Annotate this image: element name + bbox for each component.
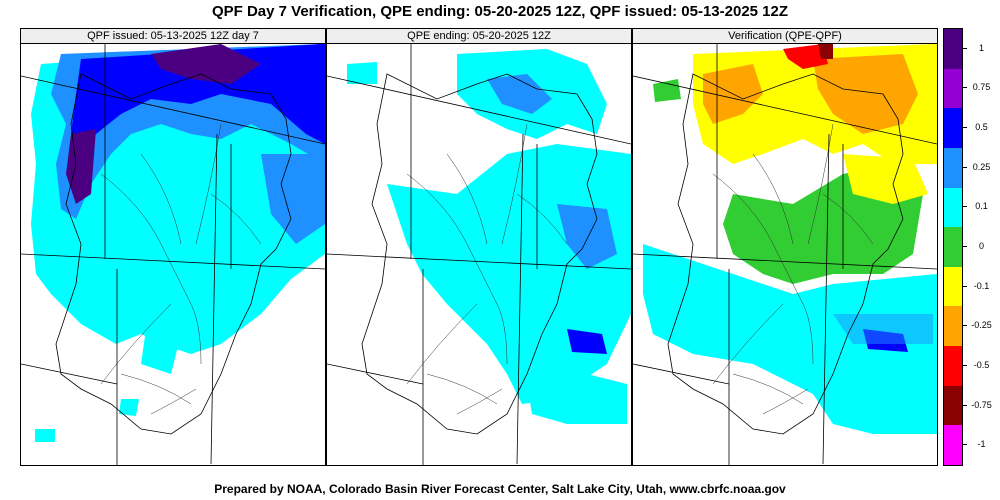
colorbar-tick bbox=[963, 364, 967, 366]
basin-boundary bbox=[55, 73, 292, 435]
colorbar-tick bbox=[963, 285, 967, 287]
colorbar-tick-label: 0.75 bbox=[972, 82, 991, 93]
colorbar-tick-label: 1 bbox=[978, 42, 984, 53]
footer-credit: Prepared by NOAA, Colorado Basin River F… bbox=[214, 482, 786, 496]
state-boundaries bbox=[327, 44, 631, 465]
colorbar-tick bbox=[963, 246, 967, 247]
colorbar-tick bbox=[963, 47, 967, 49]
basin-boundary bbox=[361, 73, 598, 435]
verification-negative-orange-north bbox=[813, 54, 918, 134]
qpf-heavy-precip-west bbox=[66, 129, 96, 204]
qpf-panel-header: QPF issued: 05-13-2025 12Z day 7 bbox=[21, 29, 325, 44]
qpf-moderate-precip-east bbox=[261, 154, 325, 244]
qpf-light-precip-area-edge bbox=[35, 429, 55, 442]
basin-boundary bbox=[667, 73, 904, 435]
state-boundaries bbox=[21, 44, 325, 465]
verification-map-panel: Verification (QPE-QPF) bbox=[632, 28, 938, 466]
colorbar-swatch bbox=[944, 425, 962, 465]
colorbar-tick-label: -0.75 bbox=[971, 399, 992, 410]
colorbar-swatch bbox=[944, 346, 962, 386]
colorbar-tick bbox=[963, 206, 967, 208]
verification-green-northwest bbox=[653, 79, 681, 102]
qpf-map-panel: QPF issued: 05-13-2025 12Z day 7 bbox=[20, 28, 326, 466]
colorbar-swatch bbox=[944, 187, 962, 228]
qpe-heavy-south bbox=[567, 329, 607, 354]
state-boundaries bbox=[633, 44, 937, 465]
qpe-precip-south bbox=[527, 374, 627, 424]
colorbar-tick-label: 0 bbox=[978, 241, 984, 251]
qpf-heavy-precip-core bbox=[151, 44, 261, 84]
colorbar-swatch bbox=[944, 266, 962, 307]
qpf-light-precip-area-far-south bbox=[119, 399, 139, 416]
river-network bbox=[712, 123, 874, 415]
colorbar-swatch bbox=[944, 68, 962, 109]
verification-strong-negative bbox=[783, 44, 828, 69]
colorbar-swatch bbox=[944, 108, 962, 148]
verification-panel-header: Verification (QPE-QPF) bbox=[633, 29, 937, 44]
colorbar-tick-label: -1 bbox=[977, 439, 986, 450]
qpe-moderate-east bbox=[557, 204, 617, 269]
colorbar-tick bbox=[963, 444, 967, 446]
colorbar-tick bbox=[963, 127, 967, 129]
colorbar-tick-label: -0.25 bbox=[971, 320, 992, 331]
qpe-map-panel: QPE ending: 05-20-2025 12Z bbox=[326, 28, 632, 466]
qpe-moderate-north bbox=[487, 74, 552, 114]
colorbar-tick bbox=[963, 87, 967, 89]
colorbar-tick bbox=[963, 325, 967, 327]
colorbar-tick-label: 0.25 bbox=[972, 161, 991, 172]
verification-positive-lightblue bbox=[833, 314, 933, 344]
colorbar-swatch bbox=[944, 306, 962, 347]
qpe-map bbox=[327, 44, 631, 465]
colorbar-tick-labels: 1 0.75 0.5 0.25 0.1 0 -0.1 -0.25 -0.5 -0.75 -1 bbox=[963, 28, 1000, 466]
colorbar-tick bbox=[963, 404, 967, 406]
verification-strong-negative-core bbox=[818, 44, 833, 59]
colorbar-swatch bbox=[944, 227, 962, 267]
qpf-heavy-precip-area bbox=[71, 44, 325, 164]
qpe-precip-northwest bbox=[347, 62, 377, 84]
colorbar bbox=[943, 28, 963, 466]
colorbar-tick-label: 0.1 bbox=[975, 201, 988, 212]
colorbar-tick-label: 0.5 bbox=[975, 122, 988, 133]
qpe-precip-central bbox=[387, 144, 631, 404]
verification-map bbox=[633, 44, 937, 465]
colorbar-tick bbox=[963, 166, 967, 168]
river-network bbox=[100, 123, 262, 415]
colorbar-tick-label: -0.5 bbox=[973, 359, 990, 370]
chart-title: QPF Day 7 Verification, QPE ending: 05-2… bbox=[211, 3, 789, 20]
qpf-map bbox=[21, 44, 325, 465]
qpf-light-precip-area-south bbox=[141, 329, 181, 374]
qpe-panel-header: QPE ending: 05-20-2025 12Z bbox=[327, 29, 631, 44]
colorbar-tick-label: -0.1 bbox=[973, 280, 990, 291]
river-network bbox=[406, 123, 568, 415]
colorbar-swatch bbox=[944, 147, 962, 188]
colorbar-swatch bbox=[944, 385, 962, 426]
verification-near-zero-yellow-east bbox=[843, 154, 928, 204]
colorbar-swatch bbox=[944, 29, 962, 69]
verification-base-cyan bbox=[643, 244, 937, 434]
